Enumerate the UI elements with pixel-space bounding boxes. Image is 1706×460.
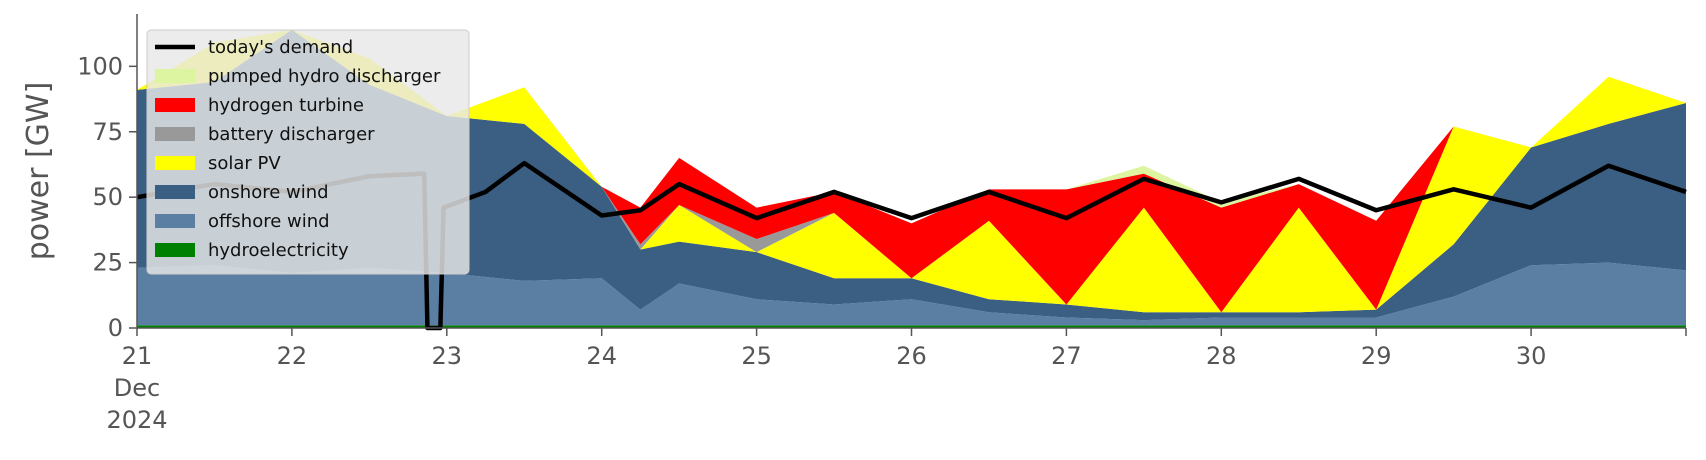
x-tick-label-dec: Dec — [114, 374, 160, 402]
y-tick-label-75: 75 — [92, 118, 123, 146]
legend-box — [146, 29, 470, 275]
x-tick-label-2024: 2024 — [106, 406, 167, 434]
area-solar-pv — [137, 29, 1686, 313]
legend-label-offshore-wind: offshore wind — [208, 211, 330, 232]
x-tick-label-24: 24 — [586, 342, 617, 370]
legend-label-onshore-wind: onshore wind — [208, 182, 329, 203]
area-onshore-wind — [137, 29, 1686, 321]
legend-swatch-solar-pv — [155, 156, 195, 170]
legend: today's demand pumped hydro discharger hyd… — [146, 29, 470, 275]
y-axis-title: power [GW] — [21, 82, 56, 261]
legend-label-hydrogen-turbine: hydrogen turbine — [208, 95, 364, 116]
legend-label-battery-discharger: battery discharger — [208, 124, 375, 145]
area-hydrogen-turbine — [137, 29, 1686, 313]
legend-swatch-onshore-wind — [155, 185, 195, 199]
legend-swatch-pumped-hydro-discharger — [155, 69, 195, 83]
legend-swatch-battery-discharger — [155, 127, 195, 141]
legend-label-pumped-hydro-discharger: pumped hydro discharger — [208, 66, 441, 87]
x-tick-label-21: 21 — [122, 342, 153, 370]
legend-swatch-hydroelectricity — [155, 243, 195, 257]
y-tick-label-100: 100 — [77, 52, 123, 80]
y-tick-label-0: 0 — [108, 314, 123, 342]
x-tick-label-25: 25 — [741, 342, 772, 370]
x-tick-label-28: 28 — [1206, 342, 1237, 370]
x-tick-label-23: 23 — [432, 342, 463, 370]
legend-swatch-hydrogen-turbine — [155, 98, 195, 112]
area-offshore-wind — [137, 262, 1686, 326]
y-tick-label-25: 25 — [92, 249, 123, 277]
x-tick-label-26: 26 — [896, 342, 927, 370]
x-tick-label-30: 30 — [1516, 342, 1547, 370]
y-tick-label-50: 50 — [92, 183, 123, 211]
x-tick-label-27: 27 — [1051, 342, 1082, 370]
legend-label-solar-pv: solar PV — [208, 153, 281, 174]
legend-label-today-s-demand: today's demand — [208, 37, 353, 58]
axes-group: 0 25 50 75 100 21 Dec 2024 22 23 24 25 26 27 28 29 30 — [77, 14, 1687, 434]
x-tick-label-22: 22 — [277, 342, 308, 370]
legend-swatch-offshore-wind — [155, 214, 195, 228]
x-tick-label-29: 29 — [1361, 342, 1392, 370]
legend-label-hydroelectricity: hydroelectricity — [208, 240, 349, 261]
